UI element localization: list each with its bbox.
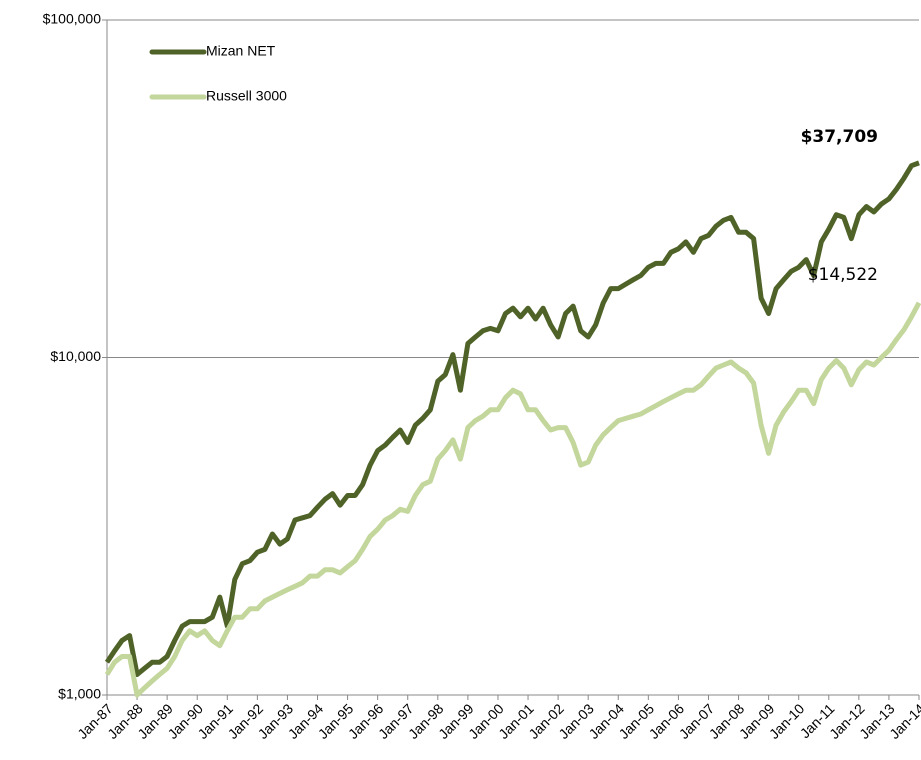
legend-label: Mizan NET [206,43,276,59]
legend-label: Russell 3000 [206,88,287,104]
y-tick-label: $100,000 [43,11,102,27]
series-line [104,160,920,677]
end-label: $37,709 [801,127,878,147]
y-tick-label: $10,000 [50,348,101,364]
y-tick-label: $1,000 [58,686,101,702]
end-label: $14,522 [808,265,878,285]
series-line [104,301,921,698]
